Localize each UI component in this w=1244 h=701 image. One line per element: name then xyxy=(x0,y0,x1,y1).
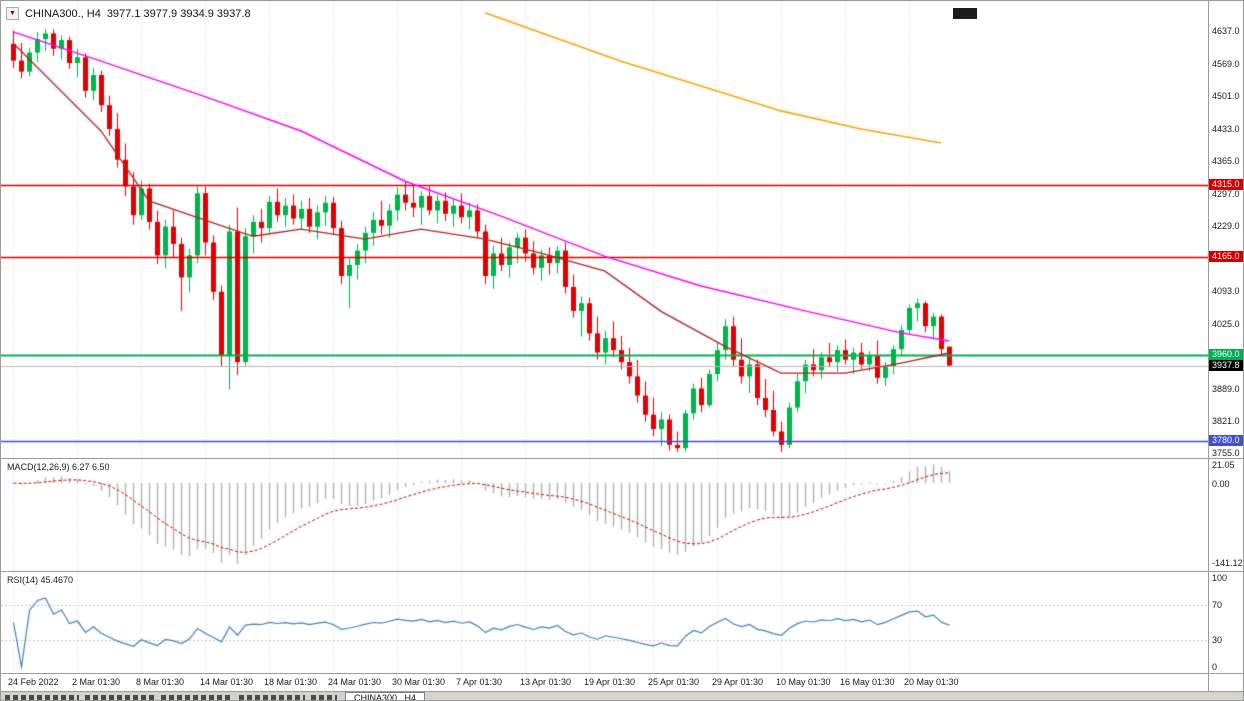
macd-axis-label: -141.12 xyxy=(1212,558,1243,568)
macd-axis-label: 21.05 xyxy=(1212,460,1235,470)
chart-header: ▼ CHINA300., H4 3977.1 3977.9 3934.9 393… xyxy=(6,7,251,20)
price-tick-label: 4501.0 xyxy=(1212,91,1240,102)
rsi-axis-label: 100 xyxy=(1212,573,1228,583)
main-price-chart[interactable] xyxy=(1,1,1208,458)
price-tick-label: 4637.0 xyxy=(1212,26,1240,36)
price-tick-label: 4433.0 xyxy=(1212,123,1240,134)
chart-annotation-box xyxy=(953,8,977,19)
rsi-axis-label: 0 xyxy=(1212,662,1218,672)
time-tick-label: 24 Feb 2022 xyxy=(8,677,59,687)
bottom-tab-active[interactable]: CHINA300., H4 xyxy=(345,692,426,700)
price-tick-label: 4569.0 xyxy=(1212,58,1240,69)
time-tick-label: 10 May 01:30 xyxy=(776,677,831,687)
macd-label: MACD(12,26,9) 6.27 6.50 xyxy=(7,462,110,472)
rsi-indicator-panel[interactable] xyxy=(1,572,1208,673)
time-tick-label: 7 Apr 01:30 xyxy=(456,677,503,687)
ohlc-readout: 3977.1 3977.9 3934.9 3937.8 xyxy=(106,7,251,20)
time-tick-label: 14 Mar 01:30 xyxy=(200,677,254,687)
panel-separator xyxy=(1,458,1243,459)
price-tick-label: 4093.0 xyxy=(1212,286,1240,297)
time-tick-label: 18 Mar 01:30 xyxy=(264,677,318,687)
rsi-label: RSI(14) 45.4670 xyxy=(7,575,74,585)
bottom-tab[interactable] xyxy=(85,695,155,700)
chart-tab-bar: CHINA300., H4 xyxy=(1,691,1243,700)
time-tick-label: 8 Mar 01:30 xyxy=(136,677,185,687)
macd-indicator-panel[interactable] xyxy=(1,459,1208,571)
bottom-tab[interactable] xyxy=(5,695,79,700)
macd-axis-label: 0.00 xyxy=(1212,479,1230,490)
rsi-axis-label: 30 xyxy=(1212,635,1223,646)
price-tick-label: 4297.0 xyxy=(1212,188,1240,199)
price-level-label: 3960.0 xyxy=(1209,348,1243,360)
price-level-label: 4165.0 xyxy=(1209,250,1243,262)
time-tick-label: 30 Mar 01:30 xyxy=(392,677,446,687)
symbol-period-label: CHINA300., H4 xyxy=(25,7,101,20)
price-tick-label: 4229.0 xyxy=(1212,221,1240,232)
price-axis-separator xyxy=(1208,1,1209,691)
time-tick-label: 13 Apr 01:30 xyxy=(520,677,572,687)
one-click-trading-expander-icon[interactable]: ▼ xyxy=(6,7,19,20)
panel-separator xyxy=(1,673,1243,674)
time-tick-label: 25 Apr 01:30 xyxy=(648,677,700,687)
bottom-tab[interactable] xyxy=(161,695,233,700)
price-tick-label: 4025.0 xyxy=(1212,318,1240,329)
time-tick-label: 16 May 01:30 xyxy=(840,677,895,687)
rsi-axis-label: 70 xyxy=(1212,599,1223,610)
time-tick-label: 29 Apr 01:30 xyxy=(712,677,764,687)
price-level-label: 4315.0 xyxy=(1209,179,1243,191)
price-level-label: 3780.0 xyxy=(1209,435,1243,447)
time-tick-label: 20 May 01:30 xyxy=(904,677,959,687)
price-tick-label: 4365.0 xyxy=(1212,156,1240,167)
time-tick-label: 19 Apr 01:30 xyxy=(584,677,636,687)
bottom-tab[interactable] xyxy=(311,695,337,700)
price-level-label: 3937.8 xyxy=(1209,359,1243,371)
price-tick-label: 3889.0 xyxy=(1212,383,1240,394)
time-tick-label: 2 Mar 01:30 xyxy=(72,677,121,687)
price-tick-label: 3821.0 xyxy=(1212,416,1240,427)
bottom-tab[interactable] xyxy=(239,695,305,700)
panel-separator xyxy=(1,571,1243,572)
price-tick-label: 3755.0 xyxy=(1212,448,1240,458)
time-tick-label: 24 Mar 01:30 xyxy=(328,677,382,687)
